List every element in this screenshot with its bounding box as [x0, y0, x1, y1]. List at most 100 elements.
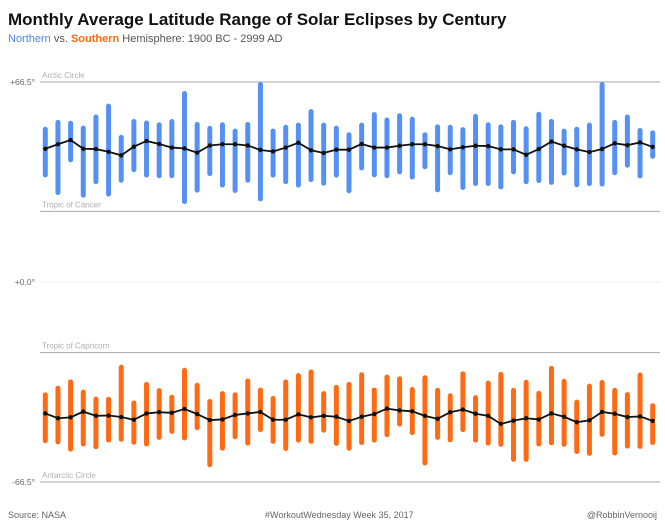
southern-average-point [81, 409, 86, 414]
southern-average-point [245, 411, 250, 416]
northern-average-point [650, 144, 655, 150]
southern-average-point [308, 415, 314, 420]
southern-average-point [43, 411, 48, 416]
northern-average-point [422, 142, 428, 147]
southern-average-point [549, 411, 554, 416]
southern-average-point [625, 414, 630, 420]
chart-title: Monthly Average Latitude Range of Solar … [8, 10, 507, 29]
northern-average-point [498, 147, 504, 152]
northern-average-point [460, 145, 466, 150]
southern-average-point [346, 418, 352, 424]
northern-average-point [258, 147, 263, 153]
southern-average-point [68, 415, 73, 420]
southern-average-point [321, 413, 326, 419]
southern-average-point [93, 413, 99, 419]
northern-average-point [612, 141, 617, 146]
southern-average-point [574, 419, 579, 425]
northern-average-point [637, 140, 643, 145]
southern-average-point [106, 413, 111, 418]
footer-hashtag: #WorkoutWednesday Week 35, 2017 [265, 510, 414, 520]
y-tick-label: -66.5° [12, 477, 35, 487]
y-tick-label: +0.0° [15, 277, 35, 287]
northern-average-point [283, 145, 288, 150]
northern-average-point [270, 149, 276, 154]
chart-subtitle: Northern vs. Southern Hemisphere: 1900 B… [8, 33, 283, 45]
northern-average-point [194, 150, 200, 155]
southern-average-point [511, 418, 516, 423]
southern-average-point [372, 411, 377, 417]
southern-average-point [397, 408, 402, 413]
southern-average-point [435, 416, 440, 422]
northern-average-point [182, 146, 187, 151]
subtitle-northern: Northern [8, 33, 51, 45]
southern-average-point [283, 417, 288, 422]
southern-average-point [169, 410, 175, 416]
subtitle-rest: Hemisphere: 1900 BC - 2999 AD [119, 33, 283, 45]
southern-average-point [410, 409, 415, 414]
southern-average-point [144, 411, 149, 416]
southern-average-point [473, 411, 478, 416]
northern-average-point [346, 147, 352, 152]
southern-average-point [296, 412, 301, 417]
southern-average-point [422, 413, 428, 419]
southern-average-point [523, 416, 529, 421]
southern-average-point [485, 413, 491, 419]
northern-average-point [372, 145, 377, 150]
southern-average-point [384, 406, 390, 411]
southern-average-point [194, 411, 200, 417]
y-tick-label: +66.5° [10, 77, 35, 87]
northern-average-point [334, 147, 339, 152]
northern-average-point [599, 146, 605, 152]
southern-average-point [232, 412, 238, 418]
northern-average-point [119, 153, 124, 158]
southern-average-point [587, 418, 592, 423]
northern-average-point [68, 137, 73, 143]
northern-average-point [81, 146, 86, 151]
southern-average-point [334, 414, 339, 419]
northern-average-point [625, 142, 630, 148]
southern-average-point [119, 414, 124, 420]
northern-average-point [308, 148, 314, 153]
northern-average-point [435, 143, 440, 149]
southern-average-point [599, 409, 605, 415]
northern-average-point [359, 141, 364, 147]
northern-average-point [106, 149, 111, 154]
southern-average-point [182, 406, 187, 412]
northern-average-point [321, 150, 326, 156]
southern-average-point [637, 414, 643, 419]
footer-source: Source: NASA [8, 510, 67, 520]
northern-average-point [473, 143, 478, 148]
northern-average-point [220, 142, 225, 147]
northern-average-point [384, 145, 390, 150]
southern-average-point [650, 418, 655, 424]
northern-average-point [485, 143, 491, 149]
southern-average-point [55, 416, 61, 421]
northern-average-point [156, 141, 162, 147]
northern-average-point [93, 146, 99, 152]
northern-average-point [232, 142, 238, 147]
northern-average-point [448, 147, 453, 152]
northern-average-point [55, 142, 61, 147]
northern-average-point [511, 147, 516, 152]
subtitle-southern: Southern [70, 33, 120, 45]
southern-average-point [448, 410, 453, 415]
northern-average-point [245, 143, 250, 148]
southern-average-point [270, 417, 276, 422]
southern-average-point [612, 411, 617, 416]
northern-average-point [574, 147, 579, 152]
southern-average-point [498, 421, 504, 427]
northern-average-point [523, 152, 529, 157]
reference-line-label: Tropic of Cancer [42, 200, 101, 209]
northern-average-point [43, 146, 48, 151]
northern-average-point [131, 144, 137, 149]
northern-average-point [397, 143, 402, 148]
footer-author: @RobbinVernooij [586, 510, 657, 520]
reference-line-label: Arctic Circle [42, 71, 85, 80]
southern-average-point [561, 414, 567, 419]
northern-average-point [536, 146, 542, 152]
northern-average-point [549, 139, 554, 144]
subtitle-vs: vs. [50, 33, 71, 45]
northern-average-point [207, 143, 213, 148]
northern-average-point [296, 140, 301, 145]
